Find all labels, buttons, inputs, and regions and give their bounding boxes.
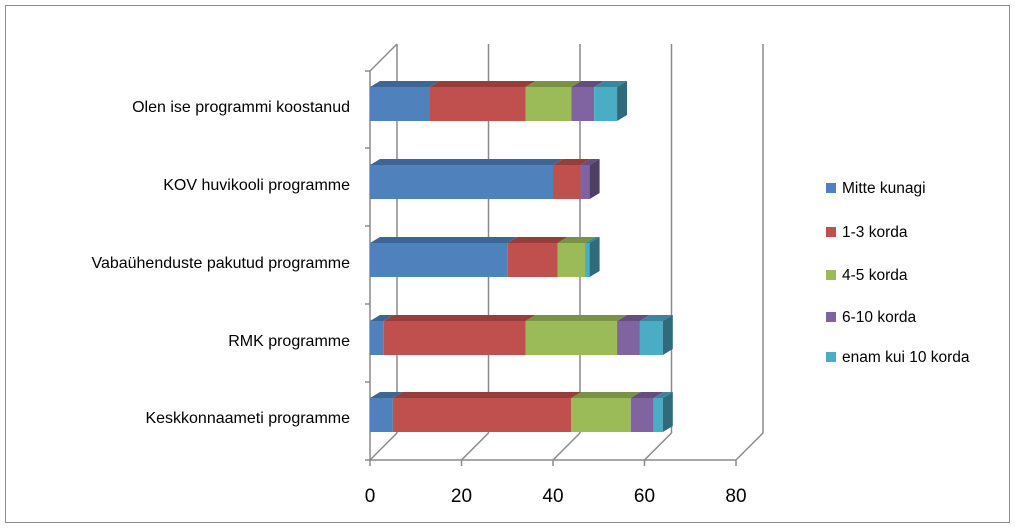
bar-segment xyxy=(557,237,596,277)
tick-label: 60 xyxy=(634,486,655,507)
bar-segment xyxy=(580,159,600,199)
legend-label: Mitte kunagi xyxy=(842,180,926,197)
bar-segment xyxy=(429,81,536,121)
bar-segment xyxy=(639,315,673,355)
legend: Mitte kunagi 1-3 korda 4-5 korda 6-10 korda… xyxy=(826,180,970,366)
bar-segment xyxy=(525,81,582,121)
floor-gridline xyxy=(460,432,490,461)
bars-layer xyxy=(370,81,673,432)
floor-gridline xyxy=(643,432,673,461)
legend-label: 6-10 korda xyxy=(842,309,916,326)
bar-segment xyxy=(392,392,582,432)
tick-label: 80 xyxy=(725,486,746,507)
bar-segment xyxy=(370,392,403,432)
bar-segment xyxy=(370,159,563,199)
category-label: Olen ise programmi koostanud xyxy=(132,99,350,116)
floor-gridline xyxy=(369,432,398,461)
legend-label: enam kui 10 korda xyxy=(842,349,970,366)
bar-segment xyxy=(525,315,628,355)
legend-item: enam kui 10 korda xyxy=(826,349,970,366)
legend-swatch xyxy=(826,227,836,237)
category-labels: Olen ise programmi koostanud KOV huvikool… xyxy=(91,99,350,427)
bar-segment xyxy=(370,81,440,121)
floor-gridline xyxy=(552,432,581,461)
bar-segment xyxy=(630,392,664,432)
legend-swatch xyxy=(826,352,836,362)
legend-label: 1-3 korda xyxy=(842,224,908,241)
legend-item: Mitte kunagi xyxy=(826,180,926,197)
tick-label: 0 xyxy=(365,486,376,507)
legend-item: 6-10 korda xyxy=(826,309,916,326)
tick-label: 40 xyxy=(542,486,563,507)
bar-segment xyxy=(585,237,600,277)
category-label: Vabaühenduste pakutud programme xyxy=(91,255,350,272)
bar-segment xyxy=(370,237,518,277)
bar-segment xyxy=(617,315,650,355)
legend-swatch xyxy=(826,183,836,193)
bar-segment xyxy=(370,315,394,355)
legend-item: 4-5 korda xyxy=(826,267,908,284)
legend-swatch xyxy=(826,270,836,280)
bar-segment xyxy=(383,315,536,355)
bar-segment xyxy=(571,392,641,432)
category-label: KOV huvikooli programme xyxy=(163,177,350,194)
tick-labels: 0 20 40 60 80 xyxy=(365,486,747,507)
category-label: Keskkonnaameti programme xyxy=(145,410,350,427)
floor-gridline xyxy=(735,432,764,461)
bar-segment xyxy=(553,159,591,199)
side-wall-edge xyxy=(369,43,398,72)
tick-label: 20 xyxy=(451,486,472,507)
bar-segment xyxy=(507,237,568,277)
category-label: RMK programme xyxy=(228,333,350,350)
legend-label: 4-5 korda xyxy=(842,267,908,284)
bar-segment xyxy=(653,392,673,432)
legend-item: 1-3 korda xyxy=(826,224,908,241)
bar-segment xyxy=(594,81,628,121)
legend-swatch xyxy=(826,312,836,322)
bar-segment xyxy=(571,81,605,121)
